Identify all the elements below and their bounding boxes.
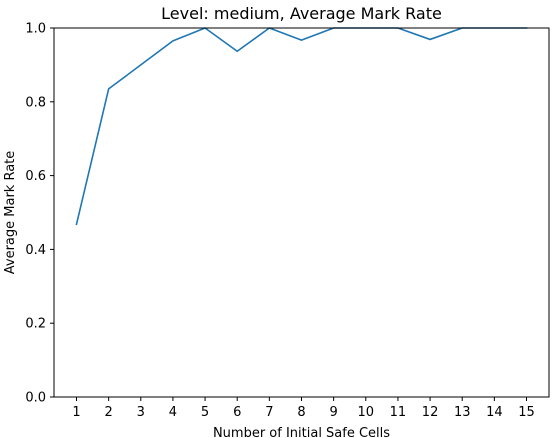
y-tick-label: 0.0 [25,391,46,406]
x-axis: 1 2 3 4 5 6 7 8 9 10 11 12 13 14 15 [72,397,535,420]
y-axis: 0.0 0.2 0.4 0.6 0.8 1.0 [25,22,54,406]
x-tick-label: 12 [422,405,439,420]
x-tick-label: 1 [72,405,80,420]
x-tick-label: 6 [233,405,241,420]
x-tick-label: 10 [358,405,375,420]
x-tick-label: 13 [454,405,471,420]
y-axis-label: Average Mark Rate [3,151,18,275]
y-tick-label: 0.8 [25,95,46,110]
x-tick-label: 14 [486,405,503,420]
series-line-1 [75,27,528,226]
x-tick-label: 3 [137,405,145,420]
y-tick-label: 1.0 [25,22,46,37]
x-tick-label: 11 [390,405,407,420]
x-tick-label: 9 [330,405,338,420]
x-tick-label: 15 [518,405,535,420]
x-tick-label: 4 [169,405,177,420]
x-tick-label: 7 [265,405,273,420]
y-tick-label: 0.4 [25,243,46,258]
plot-frame [53,27,550,398]
plot-area [75,27,528,226]
x-tick-label: 5 [201,405,209,420]
y-tick-label: 0.6 [25,169,46,184]
x-tick-label: 2 [105,405,113,420]
x-tick-label: 8 [297,405,305,420]
y-tick-label: 0.2 [25,317,46,332]
chart-title: Level: medium, Average Mark Rate [161,4,442,23]
x-axis-label: Number of Initial Safe Cells [213,426,390,438]
